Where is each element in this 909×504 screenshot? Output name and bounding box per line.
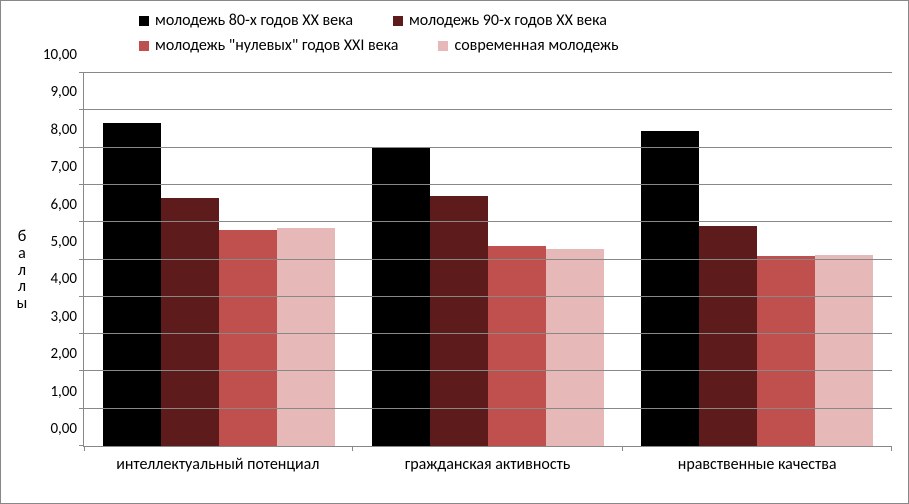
bar — [546, 249, 604, 446]
legend-item-series-2: молодежь 90-х годов XX века — [393, 11, 607, 30]
gridline — [84, 296, 892, 297]
y-tick-mark — [79, 109, 84, 110]
y-tick-label: 1,00 — [50, 383, 77, 401]
legend-label: современная молодежь — [454, 36, 618, 55]
y-tick-label: 10,00 — [43, 46, 77, 64]
legend-item-series-3: молодежь "нулевых" годов XXI века — [139, 36, 398, 55]
y-tick-label: 5,00 — [50, 233, 77, 251]
gridline — [84, 184, 892, 185]
legend-row: молодежь 80-х годов XX века молодежь 90-… — [139, 11, 607, 30]
legend-swatch-icon — [139, 41, 149, 51]
legend: молодежь 80-х годов XX века молодежь 90-… — [9, 7, 900, 65]
legend-row: молодежь "нулевых" годов XXI века соврем… — [139, 36, 619, 55]
y-axis: 0,00 1,00 2,00 3,00 4,00 5,00 6,00 7,00 8,00 9,00… — [35, 65, 83, 477]
y-tick-mark — [79, 147, 84, 148]
y-tick-label: 9,00 — [50, 83, 77, 101]
legend-swatch-icon — [139, 16, 149, 26]
gridline — [84, 370, 892, 371]
x-tick-label: интеллектуальный потенциал — [83, 451, 353, 477]
y-tick-label: 0,00 — [50, 420, 77, 438]
y-tick-mark — [79, 184, 84, 185]
legend-item-series-4: современная молодежь — [438, 36, 618, 55]
bar — [488, 246, 546, 446]
bar-group — [353, 73, 622, 446]
y-tick-mark — [79, 445, 84, 446]
x-tick-label: нравственные качества — [622, 451, 892, 477]
y-tick-mark — [79, 259, 84, 260]
chart-body: баллы 0,00 1,00 2,00 3,00 4,00 5,00 6,00 7,00 8,… — [9, 65, 900, 477]
bar-group — [623, 73, 892, 446]
plot-area-wrap: интеллектуальный потенциалгражданская ак… — [83, 65, 900, 477]
plot-area — [83, 73, 892, 447]
y-tick-label: 8,00 — [50, 121, 77, 139]
bar — [103, 123, 161, 446]
bar — [815, 255, 873, 446]
chart-frame: молодежь 80-х годов XX века молодежь 90-… — [0, 0, 909, 504]
legend-swatch-icon — [393, 16, 403, 26]
y-axis-label-text: баллы — [15, 229, 29, 313]
gridline — [84, 147, 892, 148]
bar-group — [84, 73, 353, 446]
bar — [219, 230, 277, 446]
y-tick-mark — [79, 333, 84, 334]
y-tick-label: 6,00 — [50, 196, 77, 214]
y-tick-label: 2,00 — [50, 345, 77, 363]
y-tick-label: 4,00 — [50, 270, 77, 288]
gridline — [84, 109, 892, 110]
gridline — [84, 259, 892, 260]
y-tick-label: 3,00 — [50, 308, 77, 326]
bar — [161, 198, 219, 446]
bar — [757, 256, 815, 446]
gridline — [84, 408, 892, 409]
legend-item-series-1: молодежь 80-х годов XX века — [139, 11, 353, 30]
bar — [277, 228, 335, 446]
gridline — [84, 333, 892, 334]
bar-groups — [84, 73, 892, 446]
y-tick-mark — [79, 72, 84, 73]
gridline — [84, 221, 892, 222]
legend-swatch-icon — [438, 41, 448, 51]
y-tick-mark — [79, 296, 84, 297]
x-axis-labels: интеллектуальный потенциалгражданская ак… — [83, 451, 892, 477]
y-tick-mark — [79, 370, 84, 371]
legend-label: молодежь 80-х годов XX века — [155, 11, 353, 30]
y-axis-label: баллы — [9, 65, 35, 477]
gridline — [84, 72, 892, 73]
y-tick-mark — [79, 221, 84, 222]
x-tick-label: гражданская активность — [353, 451, 623, 477]
y-tick-label: 7,00 — [50, 158, 77, 176]
legend-label: молодежь 90-х годов XX века — [409, 11, 607, 30]
legend-label: молодежь "нулевых" годов XXI века — [155, 36, 398, 55]
y-tick-mark — [79, 408, 84, 409]
bar — [641, 131, 699, 446]
